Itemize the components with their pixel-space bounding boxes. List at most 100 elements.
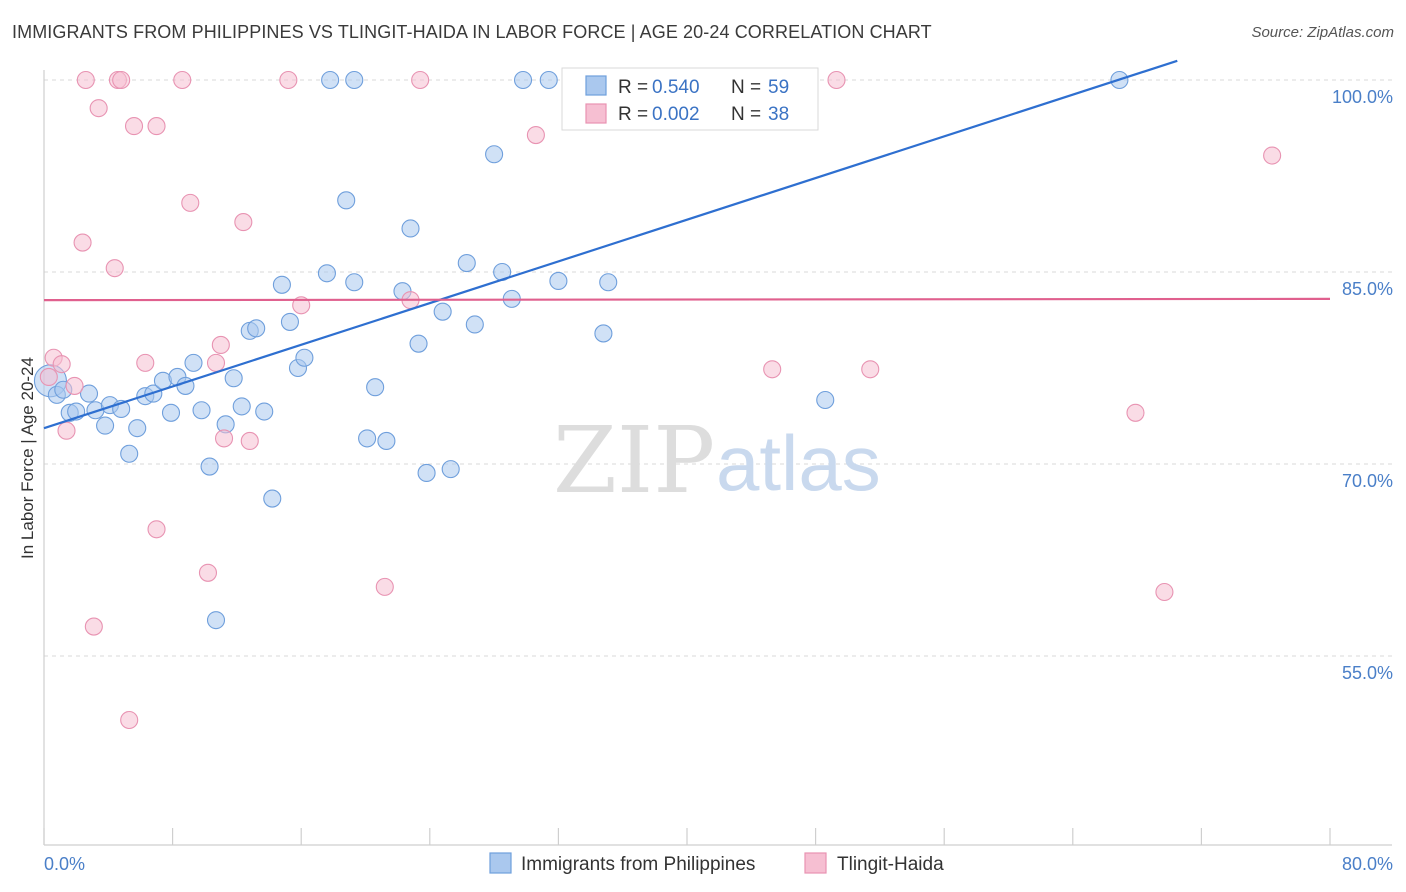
y-tick-label-1: 85.0% [1342, 279, 1393, 299]
point-philippines-34 [337, 191, 356, 210]
point-philippines-46 [465, 315, 484, 334]
point-philippines-50 [549, 271, 568, 291]
point-tlingit-haida-22 [375, 577, 394, 596]
point-philippines-42 [417, 463, 436, 483]
point-tlingit-haida-17 [211, 335, 230, 355]
point-tlingit-haida-28 [1155, 582, 1174, 602]
point-philippines-44 [441, 460, 460, 479]
trend-line-philippines [43, 59, 1178, 430]
grid-lines [44, 79, 1392, 657]
point-philippines-45 [457, 253, 476, 273]
point-tlingit-haida-13 [147, 520, 166, 539]
point-tlingit-haida-2 [52, 355, 71, 374]
point-tlingit-haida-10 [124, 117, 144, 136]
point-tlingit-haida-26 [861, 360, 880, 379]
point-philippines-37 [366, 378, 385, 397]
point-philippines-32 [295, 348, 314, 367]
point-philippines-20 [200, 457, 219, 476]
point-philippines-15 [161, 403, 181, 422]
point-philippines-43 [433, 302, 452, 321]
point-tlingit-haida-6 [84, 617, 103, 636]
legend-n-value-2: 38 [768, 104, 789, 125]
point-philippines-38 [377, 431, 396, 451]
point-tlingit-haida-14 [181, 193, 200, 212]
point-tlingit-haida-24 [526, 125, 545, 145]
x-tick-label-1: 80.0% [1342, 854, 1393, 874]
point-philippines-29 [272, 275, 291, 294]
point-tlingit-haida-25 [763, 360, 782, 379]
legend-n-value-1: 59 [768, 77, 789, 98]
series-immigrants-from-philippines [33, 70, 1129, 630]
source-credit: Source: ZipAtlas.com [1251, 24, 1394, 41]
point-tlingit-haida-32 [112, 70, 131, 90]
point-philippines-21 [206, 611, 226, 630]
legend-swatch-blue [585, 75, 607, 96]
legend-n-label-1: N = [731, 77, 761, 98]
point-tlingit-haida-19 [234, 213, 253, 232]
legend-r-label-2: R = [618, 104, 648, 125]
point-tlingit-haida-12 [147, 117, 166, 136]
point-tlingit-haida-21 [292, 296, 311, 315]
point-philippines-19 [192, 401, 211, 420]
point-tlingit-haida-35 [411, 70, 430, 90]
trend-lines [43, 59, 1331, 430]
point-tlingit-haida-4 [65, 376, 84, 395]
point-philippines-56 [513, 70, 533, 90]
point-philippines-40 [401, 219, 420, 238]
point-tlingit-haida-20 [240, 431, 259, 451]
point-philippines-5 [79, 384, 99, 403]
point-philippines-57 [539, 70, 558, 90]
x-tick-marks [43, 828, 1331, 845]
axes [43, 70, 1392, 846]
watermark-atlas: atlas [716, 419, 881, 507]
legend-r-value-1: 0.540 [652, 77, 700, 98]
bottom-legend-swatch-pink [804, 852, 827, 874]
y-tick-labels: 100.0% 85.0% 70.0% 55.0% [1332, 87, 1393, 683]
watermark: ZIP atlas [553, 407, 881, 514]
point-tlingit-haida-15 [198, 563, 218, 582]
point-philippines-11 [128, 419, 147, 438]
bottom-legend-label-blue: Immigrants from Philippines [521, 854, 755, 875]
point-philippines-35 [345, 273, 364, 292]
y-tick-label-3: 55.0% [1342, 663, 1393, 683]
point-philippines-7 [96, 416, 115, 435]
point-philippines-55 [345, 70, 364, 90]
bottom-legend: Immigrants from Philippines Tlingit-Haid… [489, 852, 944, 875]
series-tlingit-haida [39, 70, 1282, 730]
bottom-legend-swatch-blue [489, 852, 512, 874]
point-philippines-51 [599, 273, 618, 292]
point-philippines-10 [120, 444, 139, 463]
point-tlingit-haida-18 [214, 429, 234, 448]
point-philippines-53 [816, 390, 835, 410]
legend-swatch-pink [585, 103, 607, 124]
legend-n-label-2: N = [731, 104, 761, 125]
y-tick-label-2: 70.0% [1342, 471, 1393, 491]
point-tlingit-haida-30 [76, 70, 95, 90]
legend: R = 0.540 N = 59 R = 0.002 N = 38 [561, 67, 819, 131]
point-tlingit-haida-27 [1126, 403, 1145, 422]
point-tlingit-haida-0 [39, 367, 58, 387]
point-tlingit-haida-9 [120, 710, 139, 730]
point-tlingit-haida-11 [136, 353, 155, 372]
point-philippines-47 [485, 145, 504, 164]
point-tlingit-haida-29 [1263, 146, 1282, 165]
point-philippines-52 [594, 324, 613, 343]
point-tlingit-haida-16 [206, 353, 226, 372]
y-tick-label-0: 100.0% [1332, 87, 1393, 107]
point-tlingit-haida-3 [57, 421, 76, 440]
point-tlingit-haida-7 [89, 99, 108, 118]
point-philippines-36 [358, 429, 377, 448]
point-philippines-24 [232, 397, 251, 416]
x-tick-labels: 0.0% 80.0% [44, 854, 1393, 874]
point-philippines-54 [321, 70, 340, 90]
point-tlingit-haida-37 [827, 70, 846, 90]
point-tlingit-haida-34 [279, 70, 298, 90]
x-tick-label-0: 0.0% [44, 854, 85, 874]
chart-title: IMMIGRANTS FROM PHILIPPINES VS TLINGIT-H… [12, 22, 932, 42]
point-philippines-26 [247, 319, 266, 338]
point-philippines-28 [263, 489, 282, 508]
trend-line-tlingit-haida [43, 297, 1331, 302]
y-axis-label: In Labor Force | Age 20-24 [18, 357, 37, 559]
watermark-zip: ZIP [553, 407, 715, 514]
